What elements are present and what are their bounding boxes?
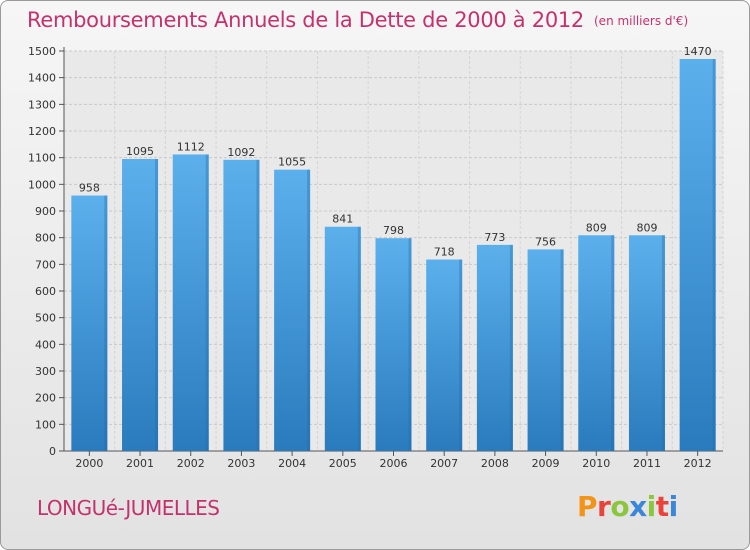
logo-letter: P [577,490,598,523]
logo-letter: i [668,490,679,523]
value-label-2010: 809 [586,221,607,234]
value-label-2012: 1470 [684,45,712,58]
value-label-2005: 841 [332,213,353,226]
y-tick-label: 1000 [28,178,56,191]
y-tick-label: 1200 [28,125,56,138]
value-label-2002: 1112 [177,140,205,153]
bar-shade-2005 [357,226,361,451]
bar-2008 [476,244,513,451]
x-tick-label-2006: 2006 [380,457,408,470]
x-tick-label-2011: 2011 [633,457,661,470]
bar-2005 [324,226,361,451]
bar-shade-2009 [560,249,564,451]
x-tick-label-2002: 2002 [177,457,205,470]
chart-title: Remboursements Annuels de la Dette de 20… [27,8,584,32]
bar-2009 [527,249,564,451]
y-tick-label: 0 [49,445,56,458]
x-tick-label-2008: 2008 [481,457,509,470]
value-label-2004: 1055 [278,156,306,169]
x-tick-label-2003: 2003 [227,457,255,470]
value-label-2006: 798 [383,224,404,237]
bar-2003 [223,159,260,452]
bar-shade-2006 [408,238,412,451]
bar-shade-2003 [256,159,260,452]
value-label-2003: 1092 [227,146,255,159]
y-tick-label: 500 [35,312,56,325]
value-label-2008: 773 [484,231,505,244]
y-tick-label: 600 [35,285,56,298]
bar-2000 [71,195,108,451]
x-tick-label-2000: 2000 [75,457,103,470]
bar-2004 [274,169,311,451]
y-tick-label: 900 [35,205,56,218]
y-tick-label: 1400 [28,72,56,85]
y-tick-label: 1300 [28,98,56,111]
x-tick-label-2004: 2004 [278,457,306,470]
bar-2007 [426,259,463,451]
x-tick-label-2009: 2009 [532,457,560,470]
bar-shade-2012 [712,59,716,451]
value-label-2001: 1095 [126,145,154,158]
x-tick-label-2007: 2007 [430,457,458,470]
value-label-2009: 756 [535,235,556,248]
value-label-2011: 809 [636,221,657,234]
logo-letter: r [597,490,611,523]
y-tick-label: 1500 [28,45,56,58]
y-tick-label: 800 [35,232,56,245]
bar-shade-2002 [205,154,209,451]
bar-2012 [679,59,716,451]
y-tick-label: 400 [35,338,56,351]
chart-unit: (en milliers d'€) [594,14,689,28]
y-tick-label: 200 [35,392,56,405]
bar-2010 [578,235,615,451]
x-tick-label-2005: 2005 [329,457,357,470]
proxiti-logo: Proxiti [577,490,678,523]
bar-shade-2010 [611,235,615,451]
y-tick-label: 100 [35,418,56,431]
town-name: LONGUé-JUMELLES [37,496,220,520]
bar-2001 [122,159,159,451]
x-tick-label-2001: 2001 [126,457,154,470]
bar-shade-2001 [155,159,159,451]
x-tick-label-2012: 2012 [684,457,712,470]
title-row: Remboursements Annuels de la Dette de 20… [27,8,688,32]
value-label-2000: 958 [79,182,100,195]
logo-letter: i [646,490,657,523]
bar-2011 [628,235,665,451]
y-tick-label: 300 [35,365,56,378]
bar-shade-2008 [509,244,513,451]
logo-letter: x [629,490,647,523]
bar-shade-2000 [104,195,108,451]
bar-2002 [172,154,209,451]
value-label-2007: 718 [434,246,455,259]
logo-letter: t [655,490,669,523]
logo-letter: o [610,490,630,523]
bar-shade-2007 [459,259,463,451]
x-tick-label-2010: 2010 [582,457,610,470]
bar-shade-2011 [661,235,665,451]
y-tick-label: 700 [35,258,56,271]
bar-shade-2004 [307,169,311,451]
bar-2006 [375,238,412,451]
y-tick-label: 1100 [28,152,56,165]
